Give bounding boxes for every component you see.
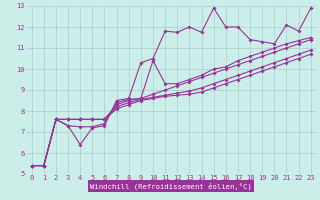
X-axis label: Windchill (Refroidissement éolien,°C): Windchill (Refroidissement éolien,°C): [90, 182, 252, 190]
